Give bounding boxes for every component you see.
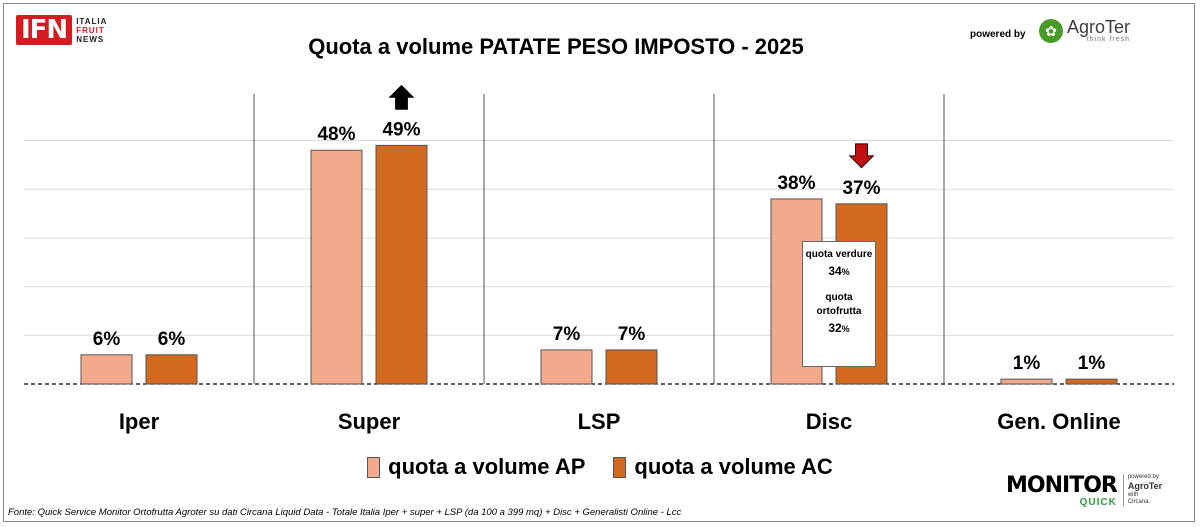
bar-ap [80,354,133,385]
monitor-side-with: with [1127,492,1139,498]
bar-ac [1065,378,1118,385]
category-label: Iper [119,409,160,434]
category-label: Super [338,409,401,434]
bar-ac [375,144,428,385]
ifn-logo-words: ITALIA FRUIT NEWS [76,17,107,44]
legend-swatch-ap [367,456,381,478]
callout-value-ortofrutta: 32% [828,321,850,335]
trend-arrow-up-icon [388,84,415,110]
monitor-side-powered: powered by [1127,474,1159,480]
callout-value-verdure: 34% [828,264,850,278]
legend-item-ac: quota a volume AC [613,454,833,480]
ifn-logo: IFN ITALIA FRUIT NEWS [16,14,107,46]
category-label: Disc [806,409,852,434]
ifn-word-2: FRUIT [76,25,105,35]
source-note: Fonte: Quick Service Monitor Ortofrutta … [8,507,682,518]
bar-ap [540,349,593,385]
callout-label-ortofrutta: quota ortofrutta [816,292,862,317]
category-label: LSP [578,409,621,434]
ifn-word-3: NEWS [76,34,105,44]
monitor-quick-logo: MONITOR QUICK powered by AgroTer with Ci… [1006,474,1162,508]
data-label-ap: 7% [553,324,581,345]
data-label-ac: 37% [842,178,880,199]
data-label-ac: 49% [382,119,420,140]
legend-swatch-ac [613,456,627,478]
data-label-ac: 1% [1078,353,1106,374]
bar-ap [310,149,363,385]
category-label: Gen. Online [997,409,1120,434]
monitor-quick-word: QUICK [1079,497,1117,508]
monitor-side-credits: powered by AgroTer with Circana. [1122,474,1163,506]
data-label-ap: 1% [1013,353,1041,374]
disc-callout-box: quota verdure 34% quota ortofrutta 32% [802,241,876,367]
data-label-ap: 38% [777,173,815,194]
agroter-tagline: think fresh [1086,36,1131,43]
ifn-logo-mark: IFN [16,15,73,45]
data-label-ac: 7% [618,324,646,345]
monitor-side-brand: AgroTer [1127,481,1163,491]
trend-arrow-down-icon [848,143,875,169]
agroter-logo: ✿ AgroTer think fresh [1039,18,1130,43]
powered-by-label: powered by [970,29,1026,40]
ifn-word-1: ITALIA [76,16,108,26]
bar-ap [1000,378,1053,385]
legend-label-ap: quota a volume AP [388,454,586,479]
chart-frame: IFN ITALIA FRUIT NEWS Quota a volume PAT… [3,3,1195,522]
legend-item-ap: quota a volume AP [367,454,585,480]
data-label-ap: 6% [93,329,121,350]
data-label-ap: 48% [317,124,355,145]
legend-label-ac: quota a volume AC [634,454,833,479]
monitor-word: MONITOR [1006,473,1118,498]
data-label-ac: 6% [158,329,186,350]
agroter-name: AgroTer [1067,17,1131,37]
bar-chart: 6% 6% Iper 48% 49% Super 7% 7% LSP 38% 37% Disc 1% 1%… [24,84,1174,434]
chart-legend: quota a volume AP quota a volume AC [4,454,1196,480]
bar-ac [605,349,658,385]
tree-icon: ✿ [1039,18,1063,43]
bar-ac [145,354,198,385]
callout-label-verdure: quota verdure [805,249,873,260]
chart-title: Quota a volume PATATE PESO IMPOSTO - 202… [308,34,804,59]
monitor-side-partner: Circana. [1127,499,1151,505]
